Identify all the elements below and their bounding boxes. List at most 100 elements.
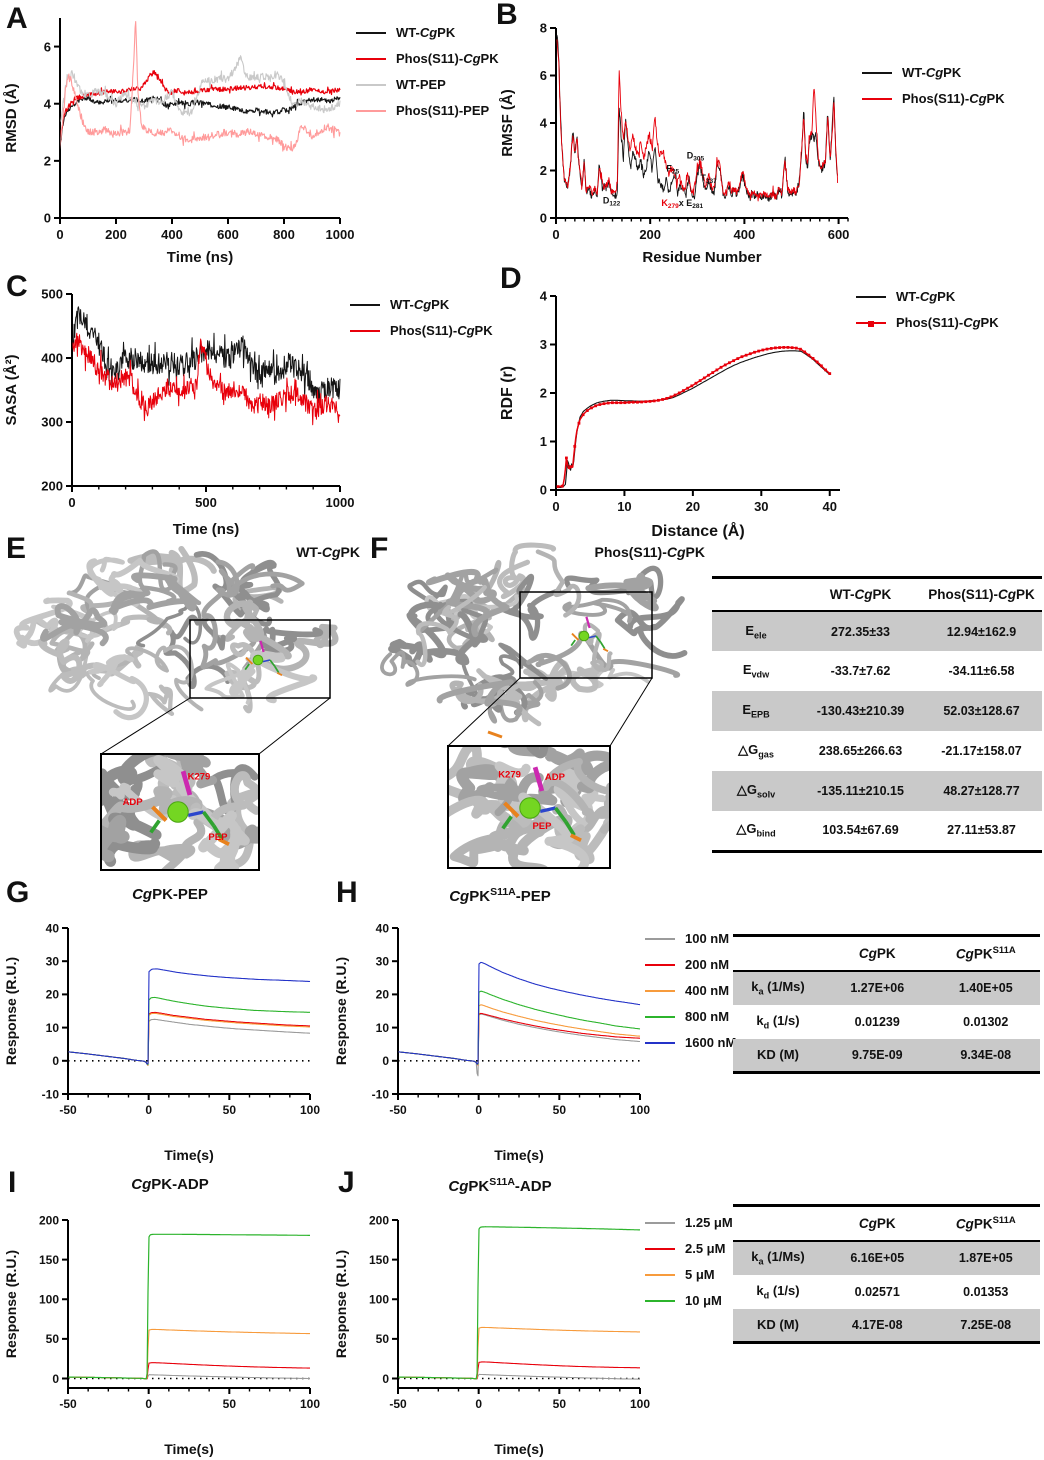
legend-label: 2.5 μM xyxy=(685,1241,726,1256)
series-200-nm xyxy=(68,1011,310,1066)
svg-text:30: 30 xyxy=(376,955,390,969)
table-cell: 0.02571 xyxy=(854,1284,900,1299)
svg-text:600: 600 xyxy=(828,227,850,242)
inset-border xyxy=(100,753,260,871)
svg-text:1: 1 xyxy=(540,434,547,449)
ligand-label: ADP xyxy=(545,772,566,783)
svg-text:200: 200 xyxy=(41,479,63,494)
x-axis-label: Residue Number xyxy=(642,249,761,266)
svg-text:-10: -10 xyxy=(372,1087,390,1101)
x-axis-label: Distance (Å) xyxy=(651,521,744,540)
panel-label-c: C xyxy=(6,270,28,303)
legend-swatch-line xyxy=(356,83,386,86)
legend-item: 1.25 μM xyxy=(645,1214,733,1231)
zoom-region-box xyxy=(189,619,331,699)
svg-text:1000: 1000 xyxy=(326,495,355,510)
rmsd-chart: 0 2 4 6 0 200 400 600 800 1000 Time (ns) RMSD (Å) xyxy=(3,18,354,266)
svg-text:6: 6 xyxy=(44,39,51,54)
legend-sasa: WT-CgPK Phos(S11)-CgPK xyxy=(350,296,493,348)
svg-text:0: 0 xyxy=(540,483,547,498)
panel-label-a: A xyxy=(6,2,28,35)
svg-text:50: 50 xyxy=(553,1397,567,1411)
svg-text:-50: -50 xyxy=(59,1397,77,1411)
panel-label-i: I xyxy=(8,1166,17,1199)
ligand-label: K279 xyxy=(498,770,521,781)
table-cell: 0.01353 xyxy=(963,1284,1009,1299)
table-cell: -33.7±7.62 xyxy=(830,664,891,678)
table-cell: -21.17±158.07 xyxy=(941,744,1022,758)
table-cell: -135.11±210.15 xyxy=(817,784,904,798)
svg-text:30: 30 xyxy=(46,955,60,969)
series-1600-nm xyxy=(68,968,311,1065)
spr-cgpks11a-pep-chart: -10 0 10 20 30 40 -50 0 50 100 Time(s) Response (R.… xyxy=(333,921,650,1163)
svg-text:30: 30 xyxy=(754,499,768,514)
table-row: △Gbind 103.54±67.69 27.11±53.87 xyxy=(712,811,1042,851)
ion-sphere xyxy=(252,654,264,666)
x-axis-label: Time (ns) xyxy=(167,249,233,266)
panel-label-b: B xyxy=(496,0,518,31)
svg-text:4: 4 xyxy=(540,289,548,304)
legend-item: 400 nM xyxy=(645,982,736,999)
spr-cgpk-pep-chart: -10 0 10 20 30 40 -50 0 50 100 Time(s) Response (R.… xyxy=(3,921,320,1163)
legend-item: Phos(S11)-CgPK xyxy=(856,314,999,331)
legend-rdf: WT-CgPK Phos(S11)-CgPK xyxy=(856,288,999,340)
svg-text:0: 0 xyxy=(475,1103,482,1117)
column-header xyxy=(733,935,823,972)
legend-square-marker xyxy=(868,320,874,327)
structure-title-f: Phos(S11)-CgPK xyxy=(594,544,705,560)
table-row: ka (1/Ms) 6.16E+05 1.87E+05 xyxy=(733,1240,1040,1275)
legend-pep-concentrations: 100 nM 200 nM 400 nM 800 nM 1600 nM xyxy=(645,930,736,1060)
table-cell: 1.27E+06 xyxy=(850,981,905,995)
series-400-nm xyxy=(68,1012,310,1066)
legend-label: 400 nM xyxy=(685,983,730,998)
legend-swatch-line xyxy=(862,71,892,74)
legend-label: Phos(S11)-CgPK xyxy=(396,51,499,66)
chart-title-g: CgPK-PEP xyxy=(132,886,208,903)
svg-text:0: 0 xyxy=(145,1397,152,1411)
chart-title-i: CgPK-ADP xyxy=(131,1176,209,1193)
active-site-inset xyxy=(101,754,259,870)
legend-item: 1600 nM xyxy=(645,1034,736,1051)
svg-text:400: 400 xyxy=(734,227,756,242)
svg-text:100: 100 xyxy=(300,1397,320,1411)
column-header: CgPK xyxy=(823,935,932,972)
series-5-μm xyxy=(68,1328,310,1380)
x-axis-label: Time(s) xyxy=(164,1147,214,1163)
table-row: △Ggas 238.65±266.63 -21.17±158.07 xyxy=(712,731,1042,771)
rmsf-chart: 0 2 4 6 8 0 200 400 600 Residue Number RMSF (Å) D12… xyxy=(499,21,850,266)
svg-text:300: 300 xyxy=(41,415,63,430)
legend-swatch-line xyxy=(645,963,675,966)
table-cell: ka (1/Ms) xyxy=(751,979,805,997)
svg-text:4: 4 xyxy=(540,116,548,131)
svg-text:50: 50 xyxy=(46,1332,60,1346)
residue-annotation: D122​ xyxy=(603,195,621,207)
legend-swatch-line xyxy=(356,109,386,112)
data-table-adp: CgPK CgPKS11A ka (1/Ms) 6.16E+05 1.87E+05 kd … xyxy=(733,1204,1040,1344)
y-axis-label: RDF (r) xyxy=(499,366,516,420)
table-cell: 0.01302 xyxy=(963,1014,1009,1029)
table-row: KD (M) 9.75E-09 9.34E-08 xyxy=(733,1038,1040,1073)
svg-text:-50: -50 xyxy=(59,1103,77,1117)
series-phos(s11)-pep xyxy=(60,21,341,152)
binding-energy-table: WT-CgPK Phos(S11)-CgPK Eele 272.35±33 12.94±… xyxy=(712,576,1042,853)
svg-text:800: 800 xyxy=(273,227,295,242)
svg-text:0: 0 xyxy=(44,211,51,226)
x-axis-label: Time(s) xyxy=(494,1147,544,1163)
chart-title-h: CgPKS11A-PEP xyxy=(449,886,551,905)
svg-text:10: 10 xyxy=(376,1021,390,1035)
svg-text:200: 200 xyxy=(369,1213,389,1227)
legend-label: Phos(S11)-CgPK xyxy=(896,315,999,330)
residue-annotation: F25​ xyxy=(666,164,679,176)
sasa-chart: 200 300 400 500 0 500 1000 Time (ns) SASA (Å²) xyxy=(3,287,355,538)
ion-sphere xyxy=(578,630,590,642)
legend-label: 10 μM xyxy=(685,1293,722,1308)
table-cell: 52.03±128.67 xyxy=(943,704,1020,718)
legend-swatch-line xyxy=(645,1041,675,1044)
series-phos(s11)-cgpk xyxy=(556,39,839,202)
panel-label-j: J xyxy=(338,1166,355,1199)
svg-text:20: 20 xyxy=(686,499,700,514)
table-cell: 12.94±162.9 xyxy=(946,624,1017,639)
ligand-label: K279 xyxy=(188,772,211,783)
table-row: △Gsolv -135.11±210.15 48.27±128.77 xyxy=(712,771,1042,811)
